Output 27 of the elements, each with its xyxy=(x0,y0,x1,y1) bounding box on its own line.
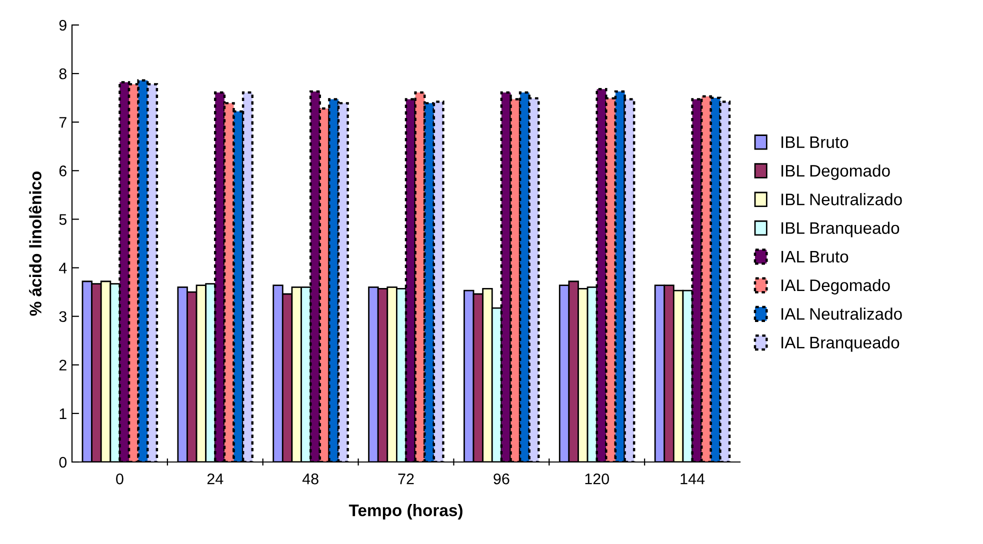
legend-label: IBL Degomado xyxy=(782,164,890,180)
x-tick-label: 24 xyxy=(207,474,224,484)
y-tick-label: 6 xyxy=(59,166,66,176)
y-tick-label: 2 xyxy=(59,360,66,370)
y-tick-label: 0 xyxy=(59,456,67,468)
y-tick-label: 4 xyxy=(58,262,67,274)
legend-label: IBL Bruto xyxy=(782,136,848,148)
y-tick-label: 7 xyxy=(59,117,66,128)
y-axis-title: % ácido linolênico xyxy=(28,171,42,316)
y-tick-label: 8 xyxy=(59,68,66,80)
x-axis-title: Tempo (horas) xyxy=(348,504,462,520)
y-tick-label: 3 xyxy=(59,311,66,322)
x-tick-label: 120 xyxy=(585,474,610,484)
x-tick-label: 0 xyxy=(116,474,124,484)
x-tick-label: 96 xyxy=(494,474,510,484)
y-tick-label: 5 xyxy=(59,214,66,225)
legend-label: IAL Degomado xyxy=(782,278,890,294)
x-tick-label: 48 xyxy=(302,474,318,484)
y-tick-label: 9 xyxy=(59,20,66,31)
legend-label: IBL Branqueado xyxy=(782,222,900,238)
x-tick-label: 72 xyxy=(398,474,414,484)
legend-label: IAL Bruto xyxy=(782,250,848,263)
legend-label: IAL Neutralizado xyxy=(782,308,902,320)
x-tick-label: 144 xyxy=(680,474,705,484)
legend-label: IAL Branqueado xyxy=(782,336,900,352)
legend-label: IBL Neutralizado xyxy=(782,193,902,206)
y-tick-label: 1 xyxy=(60,408,66,419)
